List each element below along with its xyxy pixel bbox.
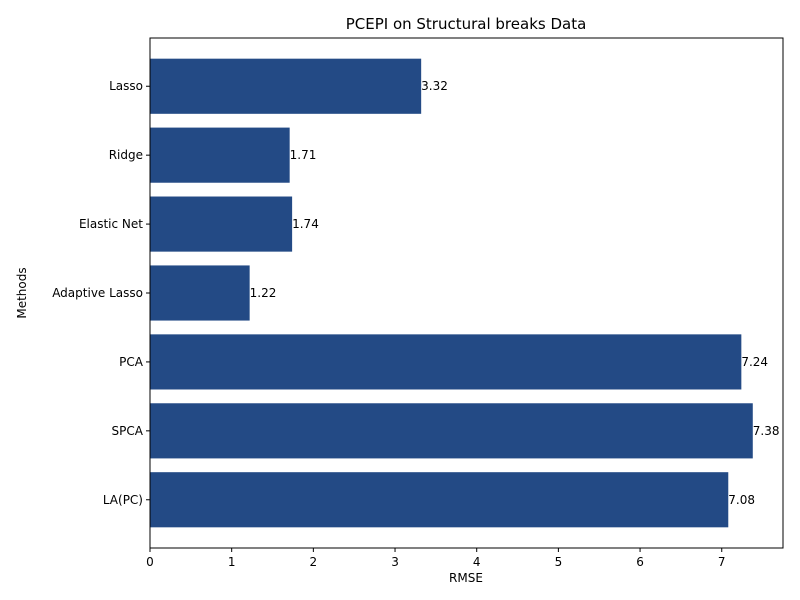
data-label-1: 1.71 <box>290 148 317 162</box>
x-axis-ticks: 0 1 2 3 4 5 6 7 <box>146 548 726 569</box>
y-tick-label-5: SPCA <box>112 424 144 438</box>
data-label-6: 7.08 <box>728 493 755 507</box>
x-tick-label-1: 1 <box>228 555 236 569</box>
y-tick-label-0: Lasso <box>109 79 143 93</box>
data-label-2: 1.74 <box>292 217 319 231</box>
bar-5 <box>150 403 753 459</box>
x-axis-label: RMSE <box>449 571 483 585</box>
y-axis-label: Methods <box>15 267 29 318</box>
x-tick-label-3: 3 <box>391 555 399 569</box>
y-tick-label-4: PCA <box>119 355 144 369</box>
y-tick-label-6: LA(PC) <box>103 493 143 507</box>
x-tick-label-5: 5 <box>555 555 563 569</box>
data-labels-group: 3.32 1.71 1.74 1.22 7.24 7.38 7.08 <box>250 79 780 507</box>
bar-0 <box>150 58 422 114</box>
bars-group <box>150 58 753 528</box>
x-tick-label-4: 4 <box>473 555 481 569</box>
y-tick-label-2: Elastic Net <box>79 217 143 231</box>
bar-6 <box>150 472 729 528</box>
y-tick-label-1: Ridge <box>109 148 143 162</box>
bar-4 <box>150 334 742 390</box>
data-label-3: 1.22 <box>250 286 277 300</box>
x-tick-label-2: 2 <box>310 555 318 569</box>
y-axis-ticks: Lasso Ridge Elastic Net Adaptive Lasso PCA SP… <box>52 79 150 507</box>
y-tick-label-3: Adaptive Lasso <box>52 286 143 300</box>
x-tick-label-0: 0 <box>146 555 154 569</box>
data-label-0: 3.32 <box>421 79 448 93</box>
bar-2 <box>150 196 293 252</box>
data-label-4: 7.24 <box>741 355 768 369</box>
bar-3 <box>150 265 250 321</box>
bar-1 <box>150 127 290 183</box>
plot-frame <box>149 37 784 549</box>
data-label-5: 7.38 <box>753 424 780 438</box>
chart-title: PCEPI on Structural breaks Data <box>346 15 587 33</box>
x-tick-label-6: 6 <box>636 555 644 569</box>
x-tick-label-7: 7 <box>718 555 726 569</box>
